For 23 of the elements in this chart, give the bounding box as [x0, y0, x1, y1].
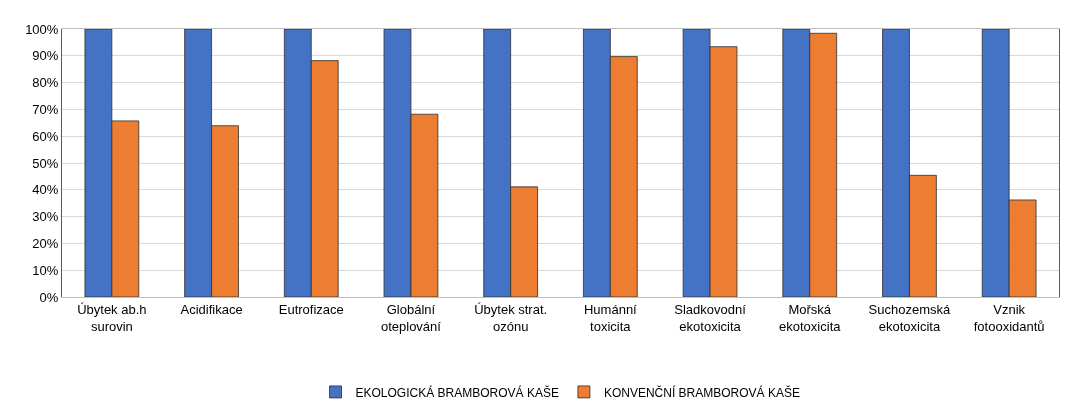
x-tick-label: Úbytek strat. ozónu: [474, 301, 548, 334]
y-tick-label: 90%: [32, 48, 59, 64]
y-tick-label: 50%: [32, 155, 59, 171]
x-tick-label: Acidifikace: [180, 301, 243, 317]
y-tick-label: 80%: [32, 75, 59, 91]
y-tick-label: 20%: [32, 235, 59, 251]
y-tick-label: 40%: [32, 182, 59, 198]
x-tick-label: Suchozemská ekotoxicita: [868, 301, 952, 334]
x-tick-label: Globální oteplování: [380, 301, 442, 334]
y-tick-label: 60%: [32, 128, 59, 144]
legend-label: EKOLOGICKÁ BRAMBOROVÁ KAŠE: [355, 384, 559, 400]
y-tick-label: 100%: [25, 21, 59, 37]
x-tick-label: Eutrofizace: [278, 301, 344, 317]
x-tick-label: Úbytek ab.h surovin: [77, 301, 147, 334]
y-tick-label: 10%: [32, 262, 59, 278]
x-tick-label: Sladkovodní ekotoxicita: [674, 301, 747, 334]
y-tick-label: 70%: [32, 101, 59, 117]
x-tick-label: Mořská ekotoxicita: [779, 301, 842, 334]
legend-label: KONVENČNÍ BRAMBOROVÁ KAŠE: [603, 384, 800, 400]
y-tick-label: 0%: [39, 289, 59, 305]
x-tick-label: Vznik fotooxidantů: [973, 301, 1045, 334]
y-tick-label: 30%: [32, 209, 59, 225]
x-tick-label: Humánní toxicita: [583, 301, 638, 334]
